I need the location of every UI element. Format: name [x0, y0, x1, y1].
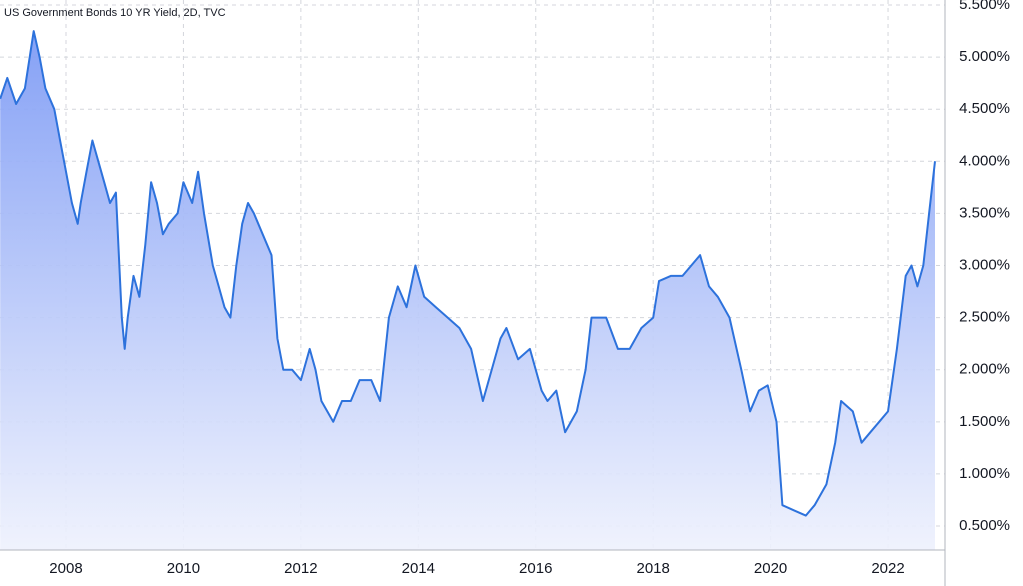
y-tick-label: 4.000%: [959, 152, 1010, 169]
axes: 0.500% 1.000% 1.500% 2.000% 2.500% 3.000% 3.50…: [49, 0, 1010, 577]
x-tick-label: 2008: [49, 560, 82, 577]
yield-line: [0, 30, 936, 517]
plot-area: [0, 30, 936, 551]
y-tick-label: 2.000%: [959, 361, 1010, 378]
x-tick-label: 2016: [519, 560, 552, 577]
y-tick-label: 2.500%: [959, 309, 1010, 326]
x-tick-label: 2022: [871, 560, 904, 577]
y-tick-label: 3.000%: [959, 256, 1010, 273]
y-tick-label: 1.000%: [959, 465, 1010, 482]
x-tick-label: 2018: [636, 560, 669, 577]
y-tick-label: 4.500%: [959, 100, 1010, 117]
area-fill: [0, 31, 935, 551]
y-tick-label: 3.500%: [959, 204, 1010, 221]
x-tick-label: 2014: [402, 560, 435, 577]
y-tick-label: 5.000%: [959, 48, 1010, 65]
y-tick-label: 5.500%: [959, 0, 1010, 13]
x-tick-label: 2010: [167, 560, 200, 577]
y-tick-label: 1.500%: [959, 413, 1010, 430]
chart-title: US Government Bonds 10 YR Yield, 2D, TVC: [4, 7, 226, 19]
x-tick-label: 2012: [284, 560, 317, 577]
y-tick-label: 0.500%: [959, 517, 1010, 534]
x-tick-label: 2020: [754, 560, 787, 577]
